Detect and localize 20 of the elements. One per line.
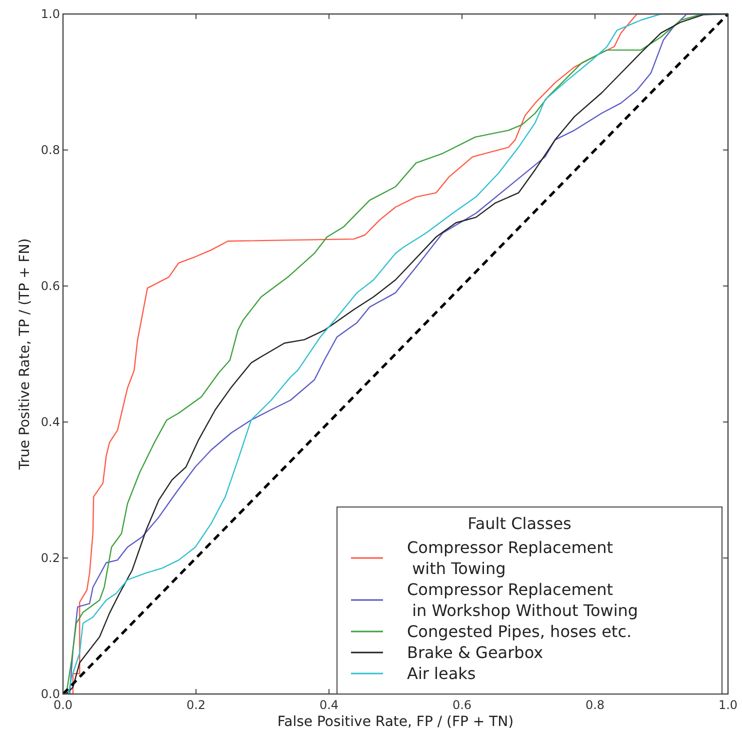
y-tick-label: 0.6 <box>40 279 60 293</box>
x-tick-label: 0.2 <box>186 698 206 712</box>
y-axis-title: True Positive Rate, TP / (TP + FN) <box>17 238 33 471</box>
x-tick-label: 0.0 <box>53 698 73 712</box>
legend-label: Air leaks <box>407 664 476 683</box>
x-tick-label: 1.0 <box>718 698 738 712</box>
legend-label: Compressor Replacement in Workshop Without Towing <box>407 580 638 620</box>
legend-label: Compressor Replacement with Towing <box>407 538 614 578</box>
x-tick-label: 0.8 <box>585 698 605 712</box>
y-tick-label: 1.0 <box>40 7 60 21</box>
y-tick-label: 0.4 <box>40 415 60 429</box>
x-tick-label: 0.6 <box>452 698 472 712</box>
x-tick-label: 0.4 <box>319 698 339 712</box>
x-axis-title: False Positive Rate, FP / (FP + TN) <box>277 714 514 730</box>
y-tick-label: 0.8 <box>40 143 60 157</box>
y-tick-label: 0.2 <box>40 551 60 565</box>
y-tick-label: 0.0 <box>40 687 60 701</box>
legend-label: Congested Pipes, hoses etc. <box>407 622 632 641</box>
legend-label: Brake & Gearbox <box>407 643 544 662</box>
legend-title: Fault Classes <box>468 514 572 533</box>
